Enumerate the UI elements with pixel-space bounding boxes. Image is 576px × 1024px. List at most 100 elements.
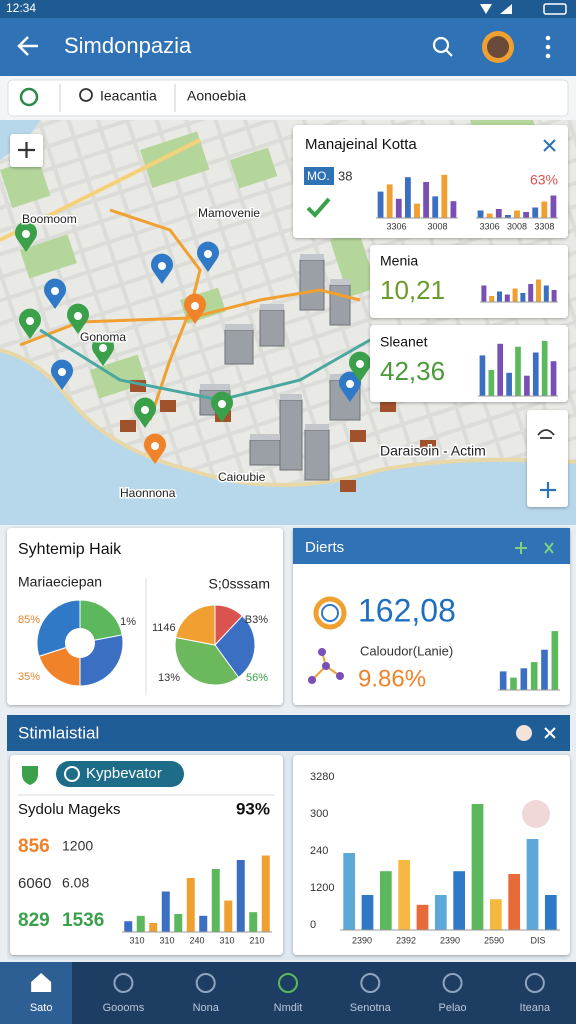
bar [489, 296, 495, 302]
bar [497, 343, 504, 396]
search-text: Aonoebia [187, 88, 246, 104]
panel-title: Stimlaistial [18, 723, 99, 742]
building [224, 329, 254, 365]
bar [541, 340, 548, 396]
search-text: Ieacantia [100, 88, 157, 104]
nav-item[interactable] [0, 962, 82, 1024]
pie-slice [79, 599, 123, 644]
bar [508, 874, 521, 930]
x-label: 3306 [480, 221, 500, 231]
row-label: 829 [18, 910, 50, 931]
row-label: 856 [18, 836, 50, 857]
donut-hole [65, 628, 95, 658]
bar [199, 915, 208, 932]
menu-dot[interactable] [545, 53, 551, 59]
x-label: 3306 [386, 221, 406, 231]
bar [544, 895, 557, 930]
search-box[interactable] [7, 79, 569, 117]
panel-header [7, 715, 570, 751]
map-pin-dot [26, 317, 34, 325]
x-label: DIS [530, 935, 545, 945]
pie-slice [214, 615, 256, 679]
map-label: Boomoom [22, 212, 77, 226]
bar [526, 839, 539, 930]
building-top [280, 394, 302, 400]
axis-label: 0 [310, 919, 316, 931]
house [350, 430, 366, 442]
search-button[interactable] [432, 36, 450, 54]
building [279, 399, 303, 471]
bar [504, 294, 510, 302]
bar [211, 869, 220, 932]
search-handle [445, 49, 453, 57]
close-button[interactable] [543, 139, 556, 152]
building [259, 309, 285, 347]
building-top [260, 304, 284, 310]
stats-header-text: Dierts [305, 539, 344, 556]
card-title: Manajeinal Kotta [305, 136, 417, 153]
bar [386, 184, 393, 218]
bar [136, 915, 145, 932]
row-value: 93% [236, 799, 270, 818]
card-value: 10,21 [380, 275, 445, 305]
menu-dot[interactable] [545, 44, 551, 50]
pie-slice [174, 636, 240, 686]
row-title: Sydolu Mageks [18, 801, 121, 818]
building-top [305, 424, 329, 430]
map-controls[interactable] [527, 410, 568, 507]
x-label: 210 [249, 935, 264, 945]
bar [174, 914, 183, 932]
search-icon [79, 88, 93, 102]
pie-label: 85% [18, 614, 40, 626]
bar [523, 212, 530, 218]
x-label: 2392 [396, 935, 416, 945]
bar [497, 291, 502, 302]
bar [550, 361, 557, 396]
zoom-plus [540, 482, 556, 498]
ring-icon [313, 596, 347, 630]
building [304, 429, 330, 481]
chart-badge [522, 800, 550, 828]
pie-slice [175, 604, 216, 646]
bar [450, 201, 457, 218]
x-label: 310 [129, 935, 144, 945]
bar [551, 290, 557, 302]
road [0, 138, 201, 242]
bar [499, 671, 507, 690]
panel-avatar [516, 725, 532, 741]
bar [520, 293, 526, 302]
chip[interactable] [56, 761, 184, 787]
nav-label: Pelao [439, 1002, 467, 1014]
map-pin-dot [22, 230, 30, 238]
map-pin-dot [74, 312, 82, 320]
map-pin-dot [58, 368, 66, 376]
pie-label: 13% [158, 672, 180, 684]
bar [441, 174, 448, 218]
avatar-face [487, 36, 509, 58]
bar [488, 369, 495, 396]
bar [514, 210, 520, 218]
bar [479, 355, 486, 396]
back-button[interactable] [17, 36, 38, 56]
house [340, 480, 356, 492]
card-side-label: S;0sssam [209, 576, 270, 592]
bar [515, 346, 521, 396]
menu-dot[interactable] [545, 35, 551, 41]
close-button[interactable] [544, 727, 556, 739]
card-title: Syhtemip Haik [18, 541, 122, 558]
shore [0, 348, 576, 487]
shield-icon [22, 766, 38, 785]
x-label: 3008 [427, 221, 447, 231]
map-label: Caioubie [218, 470, 266, 484]
map-pin-dot [51, 287, 59, 295]
map-pin-dot [356, 360, 364, 368]
x-label: 3008 [507, 221, 527, 231]
house [160, 400, 176, 412]
badge-text: MO. [307, 169, 330, 183]
card-title: Menia [380, 253, 418, 269]
map-pin-dot [151, 442, 159, 450]
app-bar [0, 18, 576, 76]
bar [510, 677, 517, 690]
